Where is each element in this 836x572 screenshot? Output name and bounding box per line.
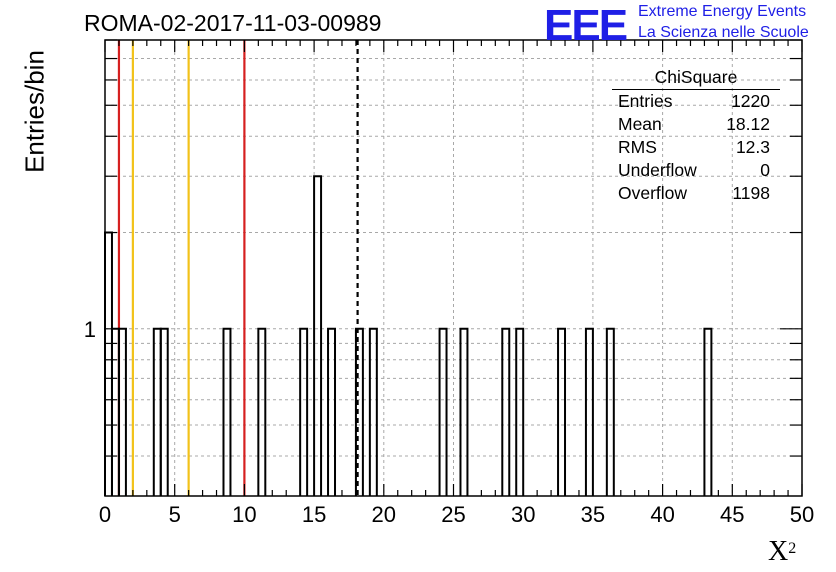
histogram-bar [313, 175, 323, 496]
stats-row: Mean 18.12 [612, 113, 780, 136]
axes: 0 5 10 15 20 25 30 35 40 45 50 1 [84, 39, 814, 527]
histogram-bar [152, 327, 162, 496]
stats-label: Overflow [618, 183, 688, 203]
stats-value: 18.12 [726, 114, 770, 134]
histogram-bar [327, 327, 337, 496]
stats-value: 1198 [732, 183, 770, 203]
histogram-bar [299, 327, 309, 496]
logo-text-line2: La Scienza nelle Scuole [638, 24, 809, 41]
x-tick-label: 35 [581, 502, 605, 527]
x-tick-label: 5 [169, 502, 181, 527]
x-axis-label-superscript: 2 [788, 540, 797, 557]
x-tick-label: 10 [232, 502, 256, 527]
histogram-bar [222, 327, 232, 496]
stats-label: Underflow [618, 160, 697, 180]
stats-row: Entries 1220 [612, 90, 780, 113]
histogram-bars [104, 175, 713, 496]
x-axis-label: X2 [768, 536, 796, 568]
histogram-bar [557, 327, 567, 496]
x-tick-label: 45 [720, 502, 744, 527]
stats-label: RMS [618, 137, 657, 157]
x-tick-label: 15 [302, 502, 326, 527]
stats-value: 0 [760, 160, 770, 180]
stats-row: RMS 12.3 [612, 136, 780, 159]
stats-label: Mean [618, 114, 662, 134]
histogram-bar [438, 327, 448, 496]
stats-row: Overflow 1198 [612, 182, 780, 205]
histogram-bar [515, 327, 525, 496]
histogram-bar [459, 327, 469, 496]
histogram-bar [354, 327, 364, 496]
stats-label: Entries [618, 91, 673, 111]
run-title: ROMA-02-2017-11-03-00989 [84, 10, 382, 36]
x-tick-label: 40 [650, 502, 674, 527]
stats-value: 1220 [731, 91, 770, 111]
histogram-bar [584, 327, 594, 496]
x-axis-label-base: X [768, 536, 789, 567]
x-tick-label: 0 [99, 502, 111, 527]
y-tick-label: 1 [84, 317, 96, 342]
stats-row: Underflow 0 [612, 159, 780, 182]
histogram-bar [368, 327, 378, 496]
stats-value: 12.3 [735, 137, 770, 157]
eee-logo-icon: EEE [544, 1, 628, 50]
x-tick-label: 25 [441, 502, 465, 527]
x-tick-label: 20 [372, 502, 396, 527]
histogram-bar [257, 327, 267, 496]
stats-box: ChiSquare Entries 1220 Mean 18.12 RMS 12… [612, 67, 780, 205]
logo-text-line1: Extreme Energy Events [638, 3, 807, 20]
histogram-bar [159, 327, 169, 496]
histogram-bar [501, 327, 511, 496]
histogram-bar [703, 327, 713, 496]
x-tick-label: 50 [790, 502, 814, 527]
stats-title: ChiSquare [612, 67, 780, 90]
histogram-bar [605, 327, 615, 496]
x-tick-label: 30 [511, 502, 535, 527]
y-axis-label: Entries/bin [19, 50, 50, 173]
